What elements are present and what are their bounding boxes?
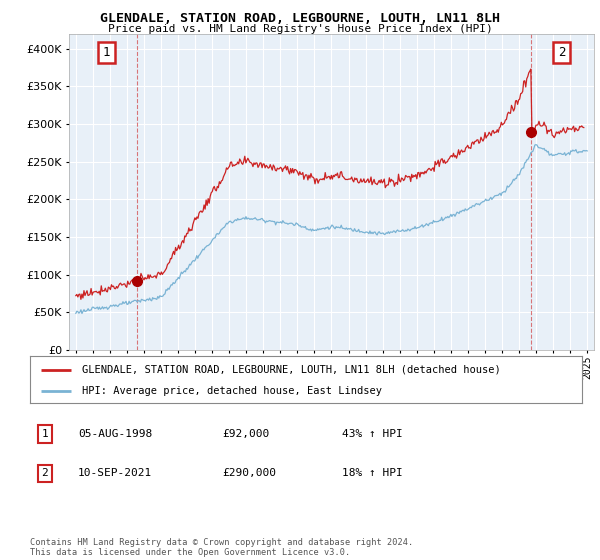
Text: 05-AUG-1998: 05-AUG-1998 [78,429,152,439]
Text: Contains HM Land Registry data © Crown copyright and database right 2024.
This d: Contains HM Land Registry data © Crown c… [30,538,413,557]
Text: 10-SEP-2021: 10-SEP-2021 [78,468,152,478]
Text: 2: 2 [41,468,49,478]
Text: 1: 1 [41,429,49,439]
Text: Price paid vs. HM Land Registry's House Price Index (HPI): Price paid vs. HM Land Registry's House … [107,24,493,34]
Text: GLENDALE, STATION ROAD, LEGBOURNE, LOUTH, LN11 8LH (detached house): GLENDALE, STATION ROAD, LEGBOURNE, LOUTH… [82,365,501,375]
Text: 2: 2 [558,46,565,59]
Text: GLENDALE, STATION ROAD, LEGBOURNE, LOUTH, LN11 8LH: GLENDALE, STATION ROAD, LEGBOURNE, LOUTH… [100,12,500,25]
Text: £92,000: £92,000 [222,429,269,439]
Text: £290,000: £290,000 [222,468,276,478]
Text: HPI: Average price, detached house, East Lindsey: HPI: Average price, detached house, East… [82,386,382,396]
Text: 1: 1 [103,46,110,59]
Text: 18% ↑ HPI: 18% ↑ HPI [342,468,403,478]
Text: 43% ↑ HPI: 43% ↑ HPI [342,429,403,439]
